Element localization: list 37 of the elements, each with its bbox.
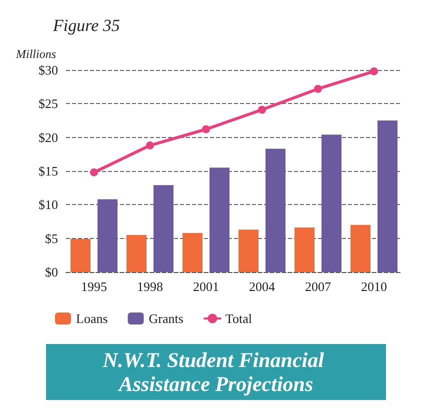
x-tick-label: 2004 (249, 279, 276, 294)
x-tick-label: 2001 (193, 279, 219, 294)
y-tick-label: $10 (38, 197, 58, 212)
legend-label: Loans (76, 311, 108, 326)
x-tick-label: 2007 (305, 279, 332, 294)
bar (378, 120, 398, 272)
y-tick-label: $5 (45, 230, 58, 246)
y-tick-label: $25 (38, 96, 58, 112)
point (90, 168, 98, 176)
bar (98, 199, 118, 272)
x-tick-label: 2010 (361, 279, 387, 294)
point (258, 106, 266, 114)
y-tick-label: $0 (45, 264, 58, 280)
bar (70, 239, 90, 272)
bar (238, 230, 258, 272)
y-tick-label: $30 (38, 62, 58, 78)
point (146, 141, 154, 150)
bar (210, 168, 230, 272)
y-axis-title: Millions (14, 47, 56, 61)
bar (154, 185, 174, 272)
bar (266, 148, 286, 272)
x-tick-label: 1998 (137, 279, 163, 294)
bar (322, 134, 342, 272)
point (314, 84, 322, 93)
y-tick-label: $20 (38, 130, 58, 145)
x-tick-label: 1995 (81, 279, 107, 294)
bar (182, 232, 202, 272)
y-tick-label: $15 (38, 164, 58, 178)
legend-label: Grants (148, 311, 184, 326)
text: N.W.T. Student Financial Assistance Projections (102, 348, 330, 396)
point (202, 125, 210, 134)
bar (350, 224, 370, 272)
point (370, 67, 378, 76)
legend-label: Total (225, 311, 252, 326)
chart-subtitle: Figure 35 (52, 16, 120, 35)
bar (294, 228, 314, 272)
bar (126, 234, 146, 272)
